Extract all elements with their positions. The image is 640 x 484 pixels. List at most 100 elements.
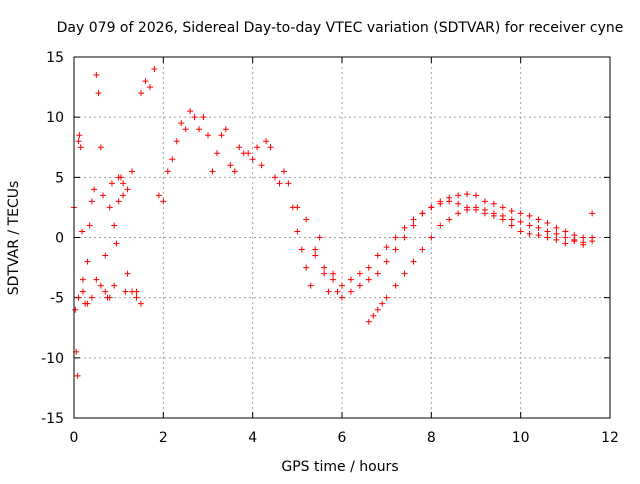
data-point bbox=[227, 162, 234, 169]
data-point bbox=[75, 294, 82, 301]
data-point bbox=[76, 132, 83, 139]
data-point bbox=[106, 204, 113, 211]
series-sdtvar bbox=[71, 66, 596, 379]
data-point bbox=[160, 198, 167, 205]
data-point bbox=[517, 228, 524, 235]
data-point bbox=[218, 132, 225, 139]
data-point bbox=[120, 180, 127, 187]
data-point bbox=[535, 216, 542, 223]
data-point bbox=[93, 72, 100, 79]
data-point bbox=[122, 288, 129, 295]
data-point bbox=[236, 144, 243, 151]
data-point bbox=[88, 294, 95, 301]
data-point bbox=[106, 294, 113, 301]
data-point bbox=[77, 144, 84, 151]
data-point bbox=[280, 168, 287, 175]
data-point bbox=[517, 210, 524, 217]
data-point bbox=[100, 192, 107, 199]
data-point bbox=[455, 210, 462, 217]
data-point bbox=[182, 126, 189, 133]
data-point bbox=[589, 210, 596, 217]
data-point bbox=[490, 210, 497, 217]
data-point bbox=[428, 234, 435, 241]
data-point bbox=[334, 288, 341, 295]
x-tick-label: 10 bbox=[512, 430, 530, 446]
data-point bbox=[74, 372, 81, 379]
data-point bbox=[95, 90, 102, 97]
data-point bbox=[79, 276, 86, 283]
data-point bbox=[481, 206, 488, 213]
data-point bbox=[473, 204, 479, 211]
data-point bbox=[115, 174, 122, 181]
data-point bbox=[535, 224, 542, 231]
data-point bbox=[553, 236, 560, 243]
data-point bbox=[307, 282, 314, 289]
data-point bbox=[75, 138, 82, 145]
data-point bbox=[267, 144, 274, 151]
data-point bbox=[200, 114, 207, 121]
data-point bbox=[79, 288, 86, 295]
data-point bbox=[129, 168, 136, 175]
data-point bbox=[187, 108, 194, 115]
data-point bbox=[553, 224, 560, 231]
data-point bbox=[316, 234, 323, 241]
data-point bbox=[330, 270, 337, 277]
data-point bbox=[102, 288, 109, 295]
data-point bbox=[113, 240, 120, 247]
data-point bbox=[490, 200, 497, 207]
data-point bbox=[392, 246, 399, 253]
data-point bbox=[294, 228, 301, 235]
data-point bbox=[401, 234, 408, 241]
data-point bbox=[517, 218, 524, 225]
data-point bbox=[473, 192, 479, 199]
data-point bbox=[84, 258, 91, 265]
data-point bbox=[339, 282, 345, 289]
x-tick-label: 2 bbox=[159, 430, 168, 446]
x-tick-label: 0 bbox=[70, 430, 79, 446]
data-point bbox=[437, 200, 444, 207]
y-tick-label: 10 bbox=[46, 110, 64, 126]
data-point bbox=[428, 204, 435, 211]
data-point bbox=[553, 230, 560, 237]
data-point bbox=[102, 252, 109, 259]
data-point bbox=[205, 132, 211, 139]
data-point bbox=[303, 216, 310, 223]
data-point bbox=[419, 246, 426, 253]
data-point bbox=[191, 114, 198, 121]
data-point bbox=[455, 192, 462, 199]
data-point bbox=[499, 212, 506, 219]
data-point bbox=[410, 216, 417, 223]
data-point bbox=[272, 174, 278, 181]
data-point bbox=[508, 216, 515, 223]
data-point bbox=[245, 150, 252, 157]
data-point bbox=[508, 208, 515, 215]
data-point bbox=[383, 294, 390, 301]
data-point bbox=[562, 234, 569, 241]
data-point bbox=[544, 220, 551, 227]
data-point bbox=[231, 168, 238, 175]
y-tick-label: -15 bbox=[41, 411, 64, 427]
data-point bbox=[544, 228, 551, 235]
data-point bbox=[312, 246, 319, 253]
data-point bbox=[356, 282, 363, 289]
data-point bbox=[562, 240, 569, 247]
x-tick-label: 12 bbox=[601, 430, 619, 446]
data-point bbox=[138, 300, 144, 307]
data-point bbox=[365, 264, 372, 271]
data-point bbox=[88, 198, 95, 205]
data-point bbox=[374, 306, 381, 313]
data-point bbox=[124, 270, 131, 277]
data-point bbox=[111, 282, 118, 289]
y-tick-label: -10 bbox=[41, 351, 64, 367]
tick-labels: 0 2 4 6 8 10 12 -15 -10 -5 0 5 10 15 bbox=[41, 50, 619, 446]
data-point bbox=[321, 264, 328, 271]
data-point bbox=[401, 224, 408, 231]
axis-ticks bbox=[73, 56, 611, 419]
data-point bbox=[254, 144, 261, 151]
data-point bbox=[111, 222, 118, 229]
data-point bbox=[303, 264, 310, 271]
data-point bbox=[298, 246, 305, 253]
data-point bbox=[464, 206, 471, 213]
